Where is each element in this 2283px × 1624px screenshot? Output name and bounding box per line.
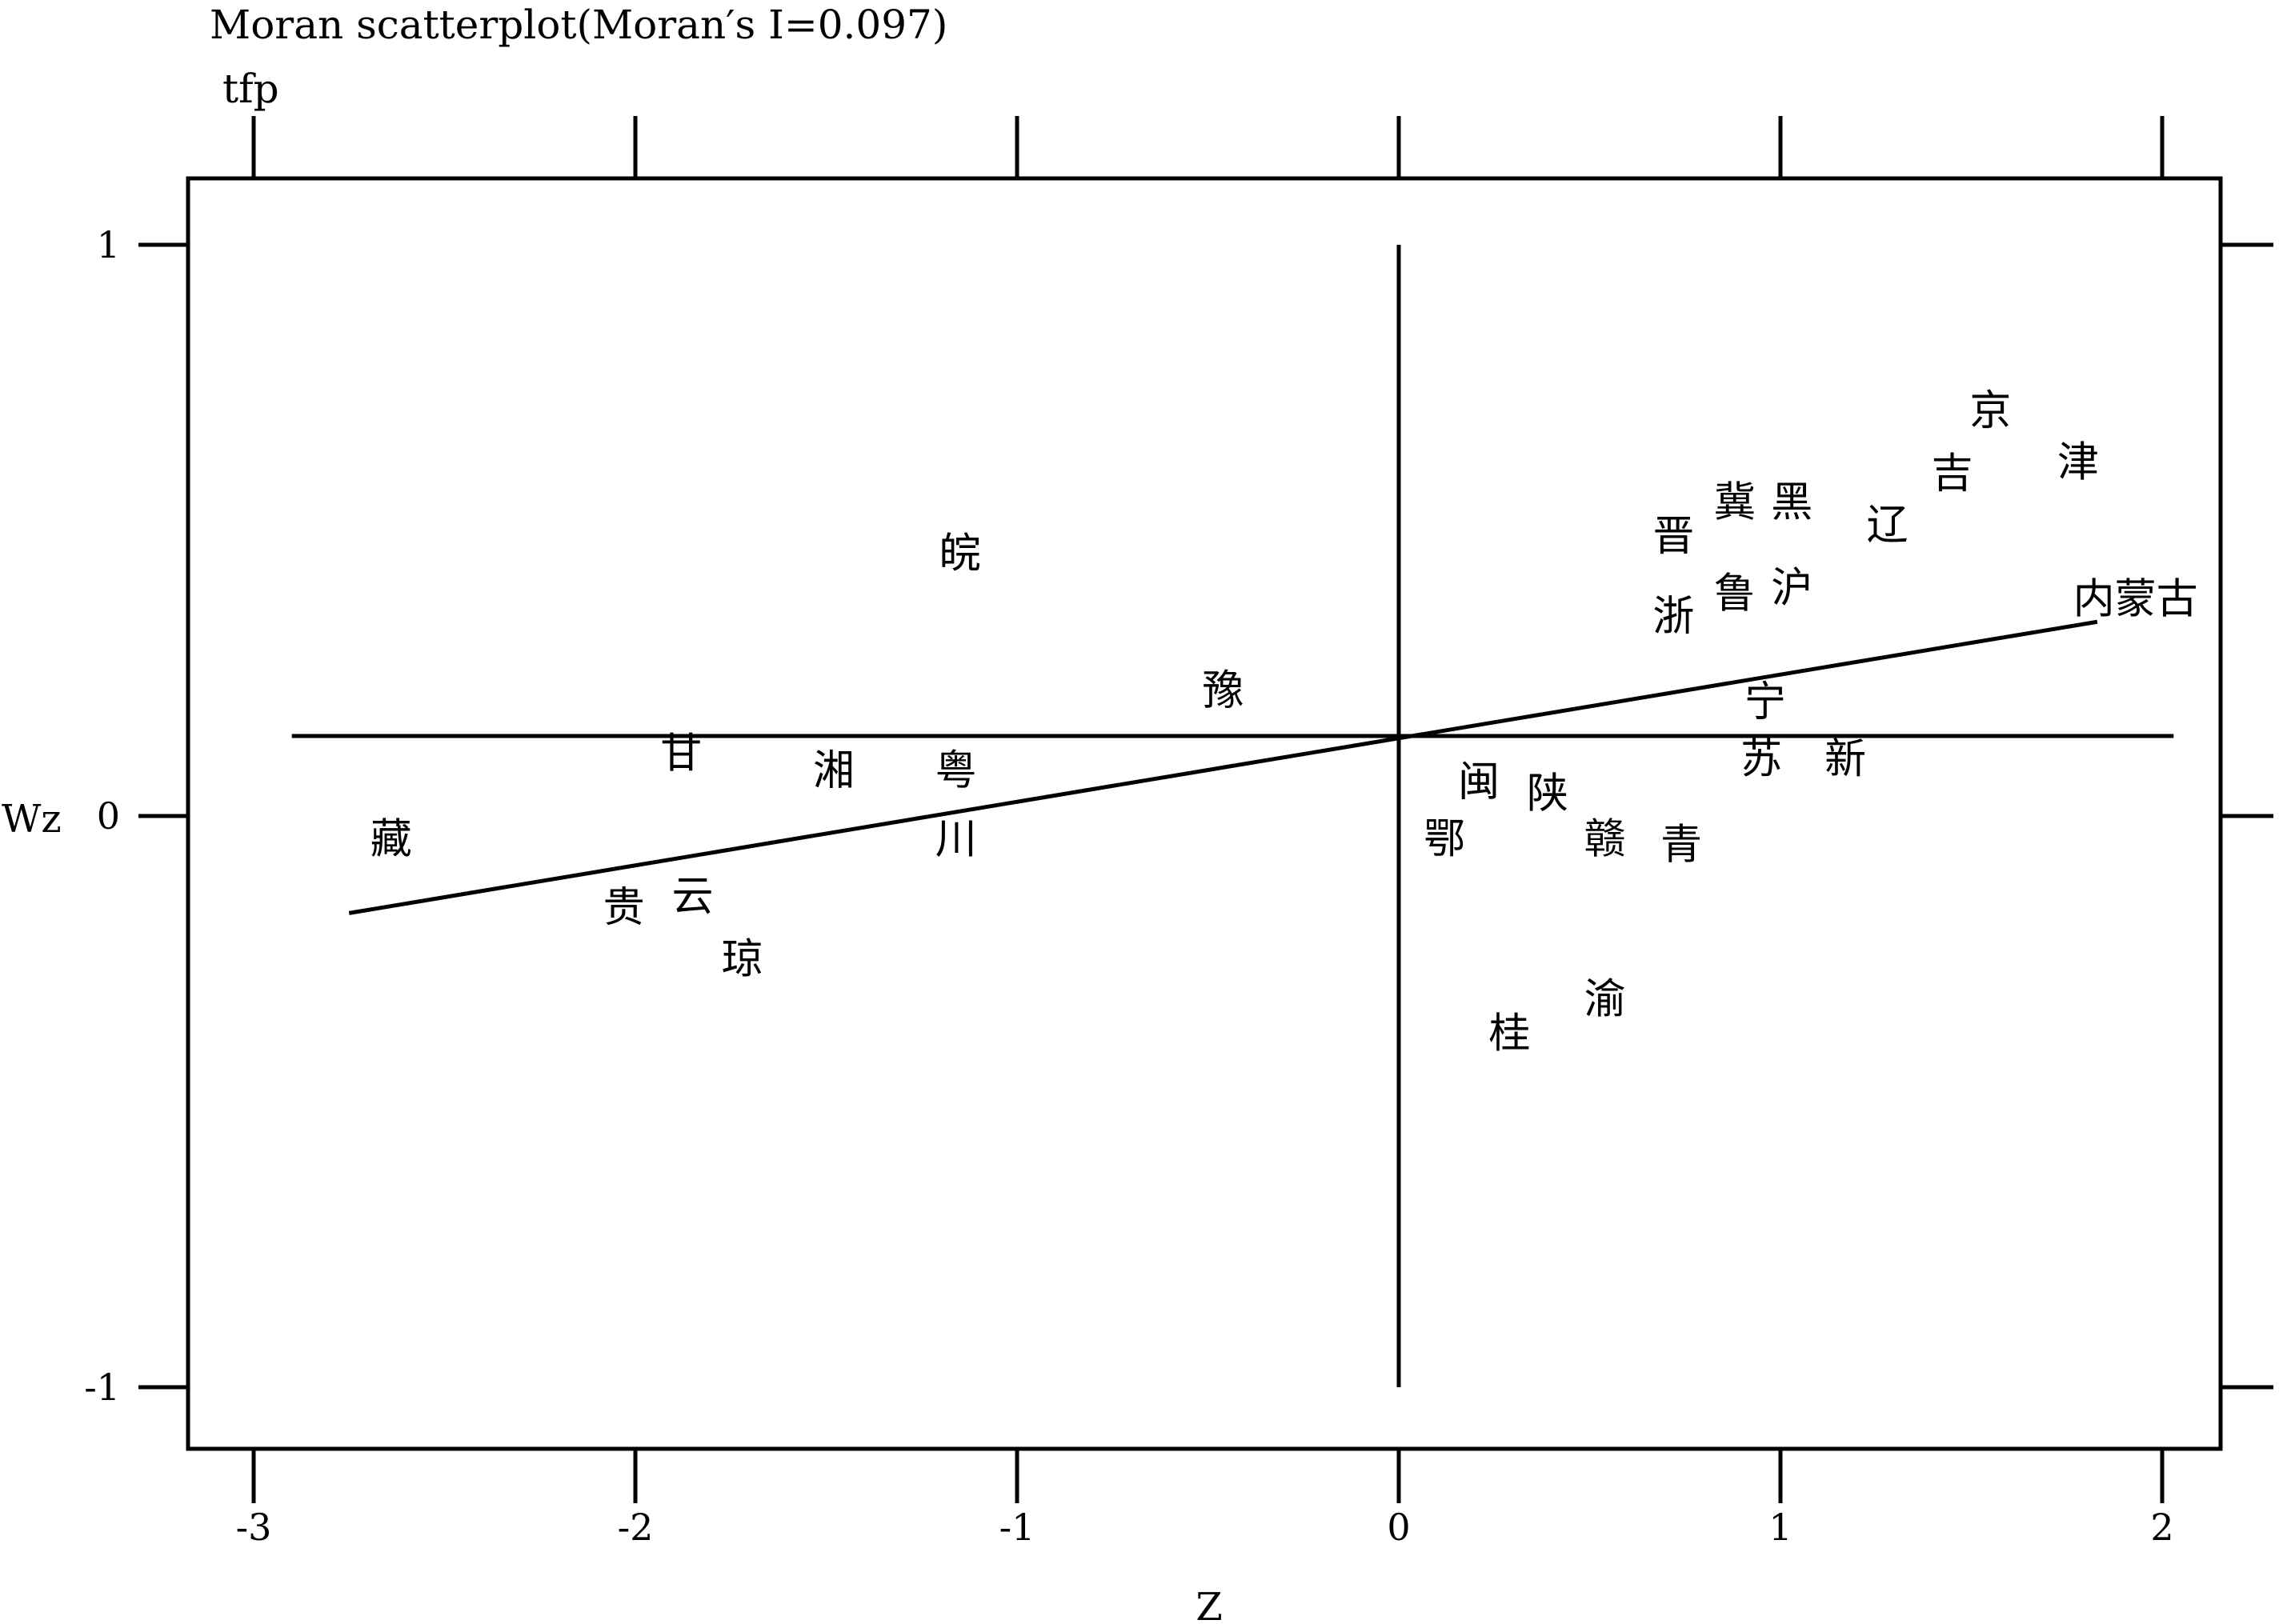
- point-label: 豫: [1203, 667, 1244, 715]
- data-point-labels: 京津 吉冀黑辽 晋 皖沪鲁 内蒙古 浙豫 宁甘 苏新 湘 粤 闽陕川 藏 鄂 赣青云贵琼渝桂: [370, 387, 2198, 1058]
- x-axis-label: Z: [1196, 1585, 1222, 1624]
- chart-subtitle: tfp: [222, 66, 279, 112]
- point-label: 黑: [1771, 478, 1812, 526]
- point-label: 晋: [1652, 513, 1694, 561]
- point-label: 云: [672, 873, 714, 921]
- axis-ticks: [138, 116, 2273, 1503]
- fit-line-group: [348, 619, 2098, 915]
- point-label: 贵: [603, 884, 645, 932]
- x-tick-label: 1: [1768, 1506, 1792, 1549]
- y-tick-label: 1: [97, 223, 120, 266]
- x-tick-label: 2: [2150, 1506, 2173, 1549]
- point-label: 宁: [1744, 678, 1786, 726]
- point-label: 苏: [1740, 736, 1782, 784]
- point-label: 内蒙古: [2073, 576, 2198, 624]
- point-label: 辽: [1867, 502, 1909, 550]
- point-label: 湘: [813, 747, 855, 795]
- chart-title: Moran scatterplot(Moran′s I=0.097): [210, 2, 947, 48]
- point-label: 粤: [935, 747, 977, 795]
- point-label: 鲁: [1714, 570, 1756, 618]
- x-tick-label: -2: [618, 1506, 654, 1549]
- point-label: 京: [1969, 387, 2011, 435]
- point-label: 浙: [1652, 593, 1694, 641]
- point-label: 青: [1660, 822, 1702, 870]
- point-label: 藏: [370, 816, 412, 864]
- tick-labels: -3 -2 -1 0 1 2 -1 0 1: [84, 223, 2173, 1549]
- y-tick-label: 0: [97, 794, 120, 838]
- point-label: 赣: [1584, 816, 1626, 864]
- point-label: 津: [2057, 438, 2099, 486]
- point-label: 鄂: [1424, 816, 1465, 864]
- point-label: 渝: [1584, 975, 1626, 1023]
- point-label: 闽: [1458, 758, 1500, 806]
- fit-line: [348, 619, 2098, 915]
- point-label: 吉: [1932, 450, 1973, 498]
- point-label: 皖: [939, 530, 980, 578]
- point-label: 冀: [1714, 478, 1756, 526]
- point-label: 沪: [1771, 564, 1812, 612]
- point-label: 甘: [660, 730, 702, 778]
- point-label: 川: [935, 816, 977, 864]
- plot-frame: [186, 176, 2223, 1451]
- reference-lines: [291, 245, 2174, 1387]
- point-label: 琼: [722, 936, 763, 984]
- point-label: 新: [1824, 736, 1866, 784]
- point-label: 陕: [1527, 770, 1568, 818]
- y-tick-label: -1: [84, 1366, 120, 1409]
- x-tick-label: -3: [236, 1506, 272, 1549]
- x-tick-label: 0: [1387, 1506, 1410, 1549]
- point-label: 桂: [1488, 1010, 1530, 1058]
- y-axis-label: Wz: [2, 797, 62, 842]
- x-tick-label: -1: [999, 1506, 1035, 1549]
